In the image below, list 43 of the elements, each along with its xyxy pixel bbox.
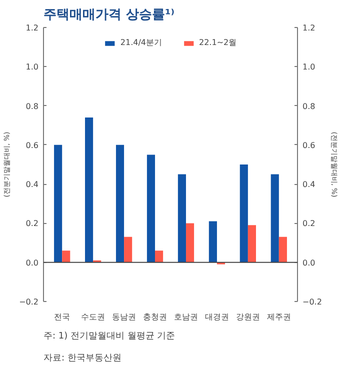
- x-tick-label: 수도권: [81, 312, 106, 322]
- bar: [124, 236, 132, 262]
- x-tick-label: 동남권: [112, 312, 136, 322]
- x-tick-label: 대경권: [204, 312, 229, 322]
- legend-label: 22.1~2월: [199, 37, 237, 48]
- y-tick-label: 0.4: [26, 180, 39, 190]
- bar: [178, 174, 186, 262]
- y-tick-label: 0.0: [26, 258, 39, 268]
- y2-tick-label: 1.2: [302, 24, 316, 32]
- y2-tick-label: 0.2: [302, 219, 316, 228]
- bar: [54, 144, 62, 262]
- chart-title: 주택매매가격 상승률¹⁾: [44, 8, 175, 22]
- y2-tick-label: 0.6: [302, 140, 316, 150]
- bar: [240, 164, 248, 262]
- x-tick-label: 전국: [54, 312, 70, 322]
- bar: [186, 223, 194, 262]
- bar: [116, 144, 124, 262]
- y-tick-label: 1.2: [26, 24, 39, 32]
- x-tick-label: 제주권: [266, 312, 291, 322]
- bar: [85, 118, 94, 262]
- y2-tick-label: 1.0: [302, 62, 316, 72]
- bar: [146, 154, 156, 262]
- y-tick-label: 0.8: [26, 102, 39, 111]
- x-tick-label: 호남권: [174, 312, 198, 322]
- y2-tick-label: 0.0: [302, 258, 316, 268]
- y-tick-label: 0.2: [26, 219, 39, 228]
- y2-tick-label: 0.8: [302, 102, 316, 111]
- bar: [62, 250, 70, 262]
- y2-tick-label: 0.4: [302, 180, 316, 190]
- x-tick-label: 충청권: [143, 312, 168, 322]
- bar: [155, 250, 164, 262]
- legend-label: 21.4/4분기: [120, 37, 162, 48]
- bar: [248, 225, 256, 262]
- y-tick-label: −0.2: [19, 298, 39, 306]
- x-tick-label: 강원권: [236, 312, 260, 322]
- bar: [270, 174, 279, 262]
- bar: [278, 236, 287, 262]
- y-tick-label: 0.6: [26, 140, 39, 150]
- y2-tick-label: −0.2: [302, 298, 322, 306]
- text: 주: 1) 전기말월대비 월평균 기준: [44, 332, 176, 342]
- text: 자료: 한국부동산원: [44, 354, 122, 364]
- bar: [208, 221, 217, 262]
- y-tick-label: 1.0: [26, 62, 39, 72]
